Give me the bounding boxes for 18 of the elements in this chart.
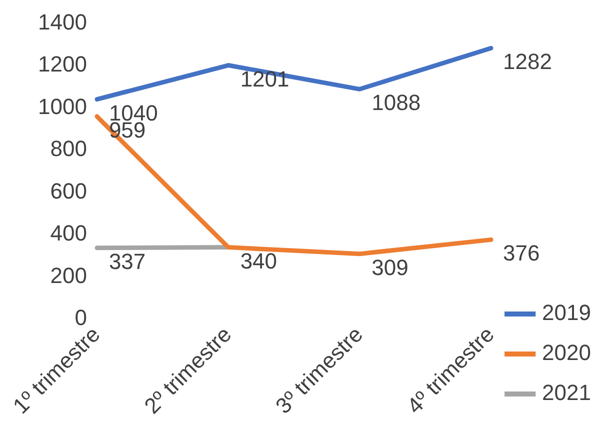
data-label: 1282: [503, 49, 552, 74]
y-tick-label: 200: [50, 262, 87, 288]
legend-label: 2020: [542, 340, 592, 366]
data-label: 376: [503, 240, 540, 266]
data-label: 309: [372, 254, 408, 280]
y-tick-label: 800: [50, 136, 87, 162]
data-label: 337: [108, 248, 146, 274]
y-tick-label: 0: [74, 305, 87, 330]
y-tick-label: 1200: [38, 52, 87, 77]
y-tick-label: 1400: [38, 9, 87, 34]
legend-label: 2019: [542, 300, 592, 326]
y-tick-label: 600: [50, 178, 87, 204]
data-label: 1201: [240, 66, 290, 92]
legend-label: 2021: [542, 380, 592, 406]
y-tick-label: 400: [50, 220, 87, 246]
y-tick-label: 1000: [38, 94, 87, 119]
data-label: 1088: [372, 90, 421, 116]
data-label: 340: [240, 248, 278, 274]
